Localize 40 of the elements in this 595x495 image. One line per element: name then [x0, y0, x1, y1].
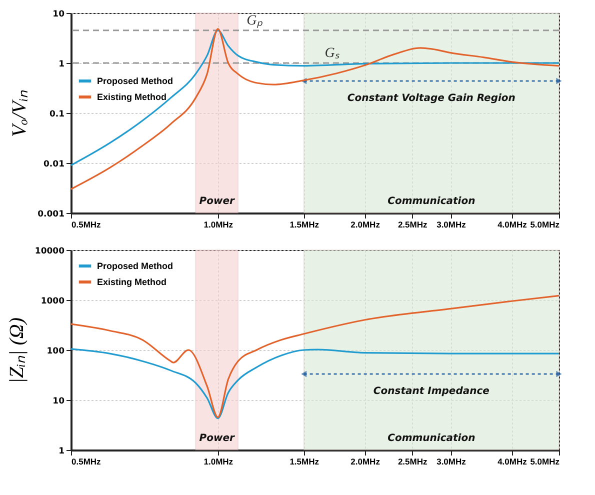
x-tick-label: 2.0MHz — [350, 456, 380, 466]
x-tick-label: 0.5MHz — [72, 456, 101, 466]
y-tick-label: 0.01 — [44, 160, 65, 170]
annotation: Constant Voltage Gain Region — [347, 93, 516, 104]
ref-line-label: Gₛ — [324, 46, 340, 61]
band-label: Communication — [388, 196, 476, 207]
y-tick-label: 0.001 — [38, 210, 65, 220]
x-tick-label: 2.0MHz — [350, 220, 380, 230]
x-tick-label: 5.0MHz — [530, 220, 560, 230]
y-tick-label: 10 — [52, 10, 65, 20]
legend-label: Proposed Method — [97, 261, 173, 271]
x-tick-label: 3.0MHz — [436, 456, 466, 466]
x-tick-label: 3.0MHz — [436, 220, 466, 230]
ref-line-label: Gₚ — [246, 13, 263, 28]
x-tick-label: 4.0MHz — [498, 456, 527, 466]
x-tick-label: 1.5MHz — [290, 456, 319, 466]
y-tick-label: 1 — [58, 60, 65, 70]
x-tick-label: 1.0MHz — [204, 220, 234, 230]
legend-label: Existing Method — [97, 92, 166, 102]
y-axis-title: Vₒ/Vᵢₙ — [8, 90, 31, 137]
x-tick-label: 4.0MHz — [498, 220, 527, 230]
x-tick-label: 0.5MHz — [72, 220, 101, 230]
y-tick-label: 0.1 — [49, 110, 65, 120]
y-tick-label: 10000 — [34, 246, 65, 256]
band-label: Communication — [388, 433, 476, 444]
band-label: Power — [199, 196, 236, 207]
legend-label: Existing Method — [97, 277, 166, 287]
y-tick-label: 1000 — [40, 296, 65, 306]
y-tick-label: 1 — [58, 446, 65, 456]
y-axis-title: |Zᵢₙ| (Ω) — [6, 317, 28, 384]
x-tick-label: 5.0MHz — [530, 456, 560, 466]
x-tick-label: 2.5MHz — [398, 220, 428, 230]
band-label: Power — [199, 433, 236, 444]
x-tick-label: 2.5MHz — [398, 456, 428, 466]
y-tick-label: 10 — [52, 396, 65, 406]
x-tick-label: 1.0MHz — [204, 456, 234, 466]
y-tick-label: 100 — [46, 346, 65, 356]
annotation: Constant Impedance — [373, 386, 490, 397]
x-tick-label: 1.5MHz — [290, 220, 319, 230]
legend-label: Proposed Method — [97, 76, 173, 86]
